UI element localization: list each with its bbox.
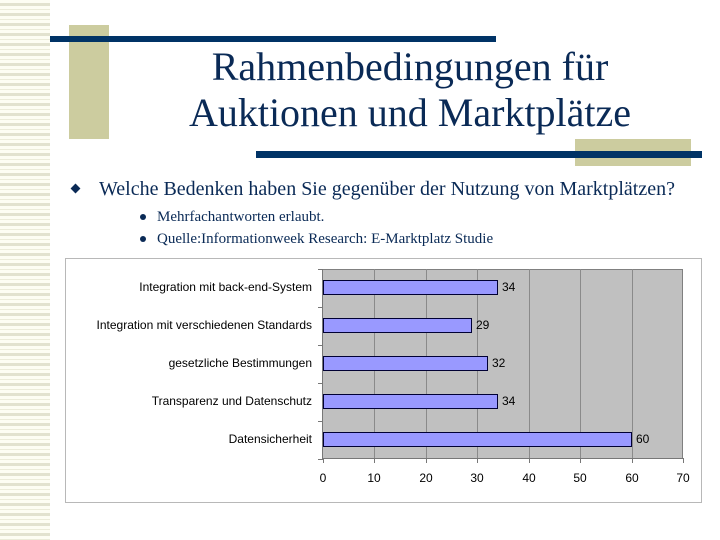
khaki-block-top-left xyxy=(69,25,109,139)
bar xyxy=(323,394,498,409)
gridline xyxy=(580,269,581,459)
bar xyxy=(323,280,498,295)
x-tick-label: 70 xyxy=(676,471,690,485)
bar-value-label: 34 xyxy=(502,280,516,294)
x-tick xyxy=(683,459,684,463)
x-tick-label: 0 xyxy=(319,471,327,485)
x-tick xyxy=(632,459,633,463)
x-tick-label: 20 xyxy=(419,471,433,485)
x-tick xyxy=(529,459,530,463)
bar-value-label: 29 xyxy=(476,318,490,332)
x-axis xyxy=(322,458,684,459)
y-tick xyxy=(318,459,322,460)
category-label: gesetzliche Bestimmungen xyxy=(168,356,312,370)
category-label: Datensicherheit xyxy=(228,432,312,446)
x-tick xyxy=(374,459,375,463)
x-tick-label: 50 xyxy=(573,471,587,485)
x-tick xyxy=(580,459,581,463)
bar-value-label: 34 xyxy=(502,394,516,408)
y-axis xyxy=(322,269,323,460)
y-tick xyxy=(318,307,322,308)
title-line-1: Rahmenbedingungen für xyxy=(211,44,609,89)
x-tick-label: 30 xyxy=(470,471,484,485)
diamond-bullet-icon xyxy=(70,183,81,194)
slide-title: Rahmenbedingungen für Auktionen und Mark… xyxy=(110,44,710,136)
dot-bullet-icon xyxy=(140,236,146,242)
bar xyxy=(323,318,472,333)
y-tick xyxy=(318,269,322,270)
category-label: Integration mit back-end-System xyxy=(139,280,312,294)
dot-bullet-icon xyxy=(140,214,146,220)
bar xyxy=(323,356,488,371)
y-tick xyxy=(318,421,322,422)
sub-bullet-text: Quelle:Informationweek Research: E-Markt… xyxy=(157,231,494,247)
x-tick-label: 10 xyxy=(367,471,381,485)
bullet-question-text: Welche Bedenken haben Sie gegenüber der … xyxy=(99,178,675,200)
title-line-2: Auktionen und Marktplätze xyxy=(188,90,632,135)
y-tick xyxy=(318,345,322,346)
title-rule-bottom xyxy=(256,151,702,158)
x-tick-label: 60 xyxy=(625,471,639,485)
left-stripe-decoration xyxy=(0,0,50,540)
bar-value-label: 32 xyxy=(492,356,506,370)
category-label: Transparenz und Datenschutz xyxy=(151,394,312,408)
category-label: Integration mit verschiedenen Standards xyxy=(96,318,312,332)
bar xyxy=(323,432,632,447)
y-tick xyxy=(318,383,322,384)
gridline xyxy=(632,269,633,459)
x-tick-label: 40 xyxy=(522,471,536,485)
title-rule-top xyxy=(50,36,496,42)
gridline xyxy=(529,269,530,459)
bar-value-label: 60 xyxy=(636,432,650,446)
x-tick xyxy=(477,459,478,463)
sub-bullet-text: Mehrfachantworten erlaubt. xyxy=(157,209,325,225)
x-tick xyxy=(426,459,427,463)
x-tick xyxy=(323,459,324,463)
